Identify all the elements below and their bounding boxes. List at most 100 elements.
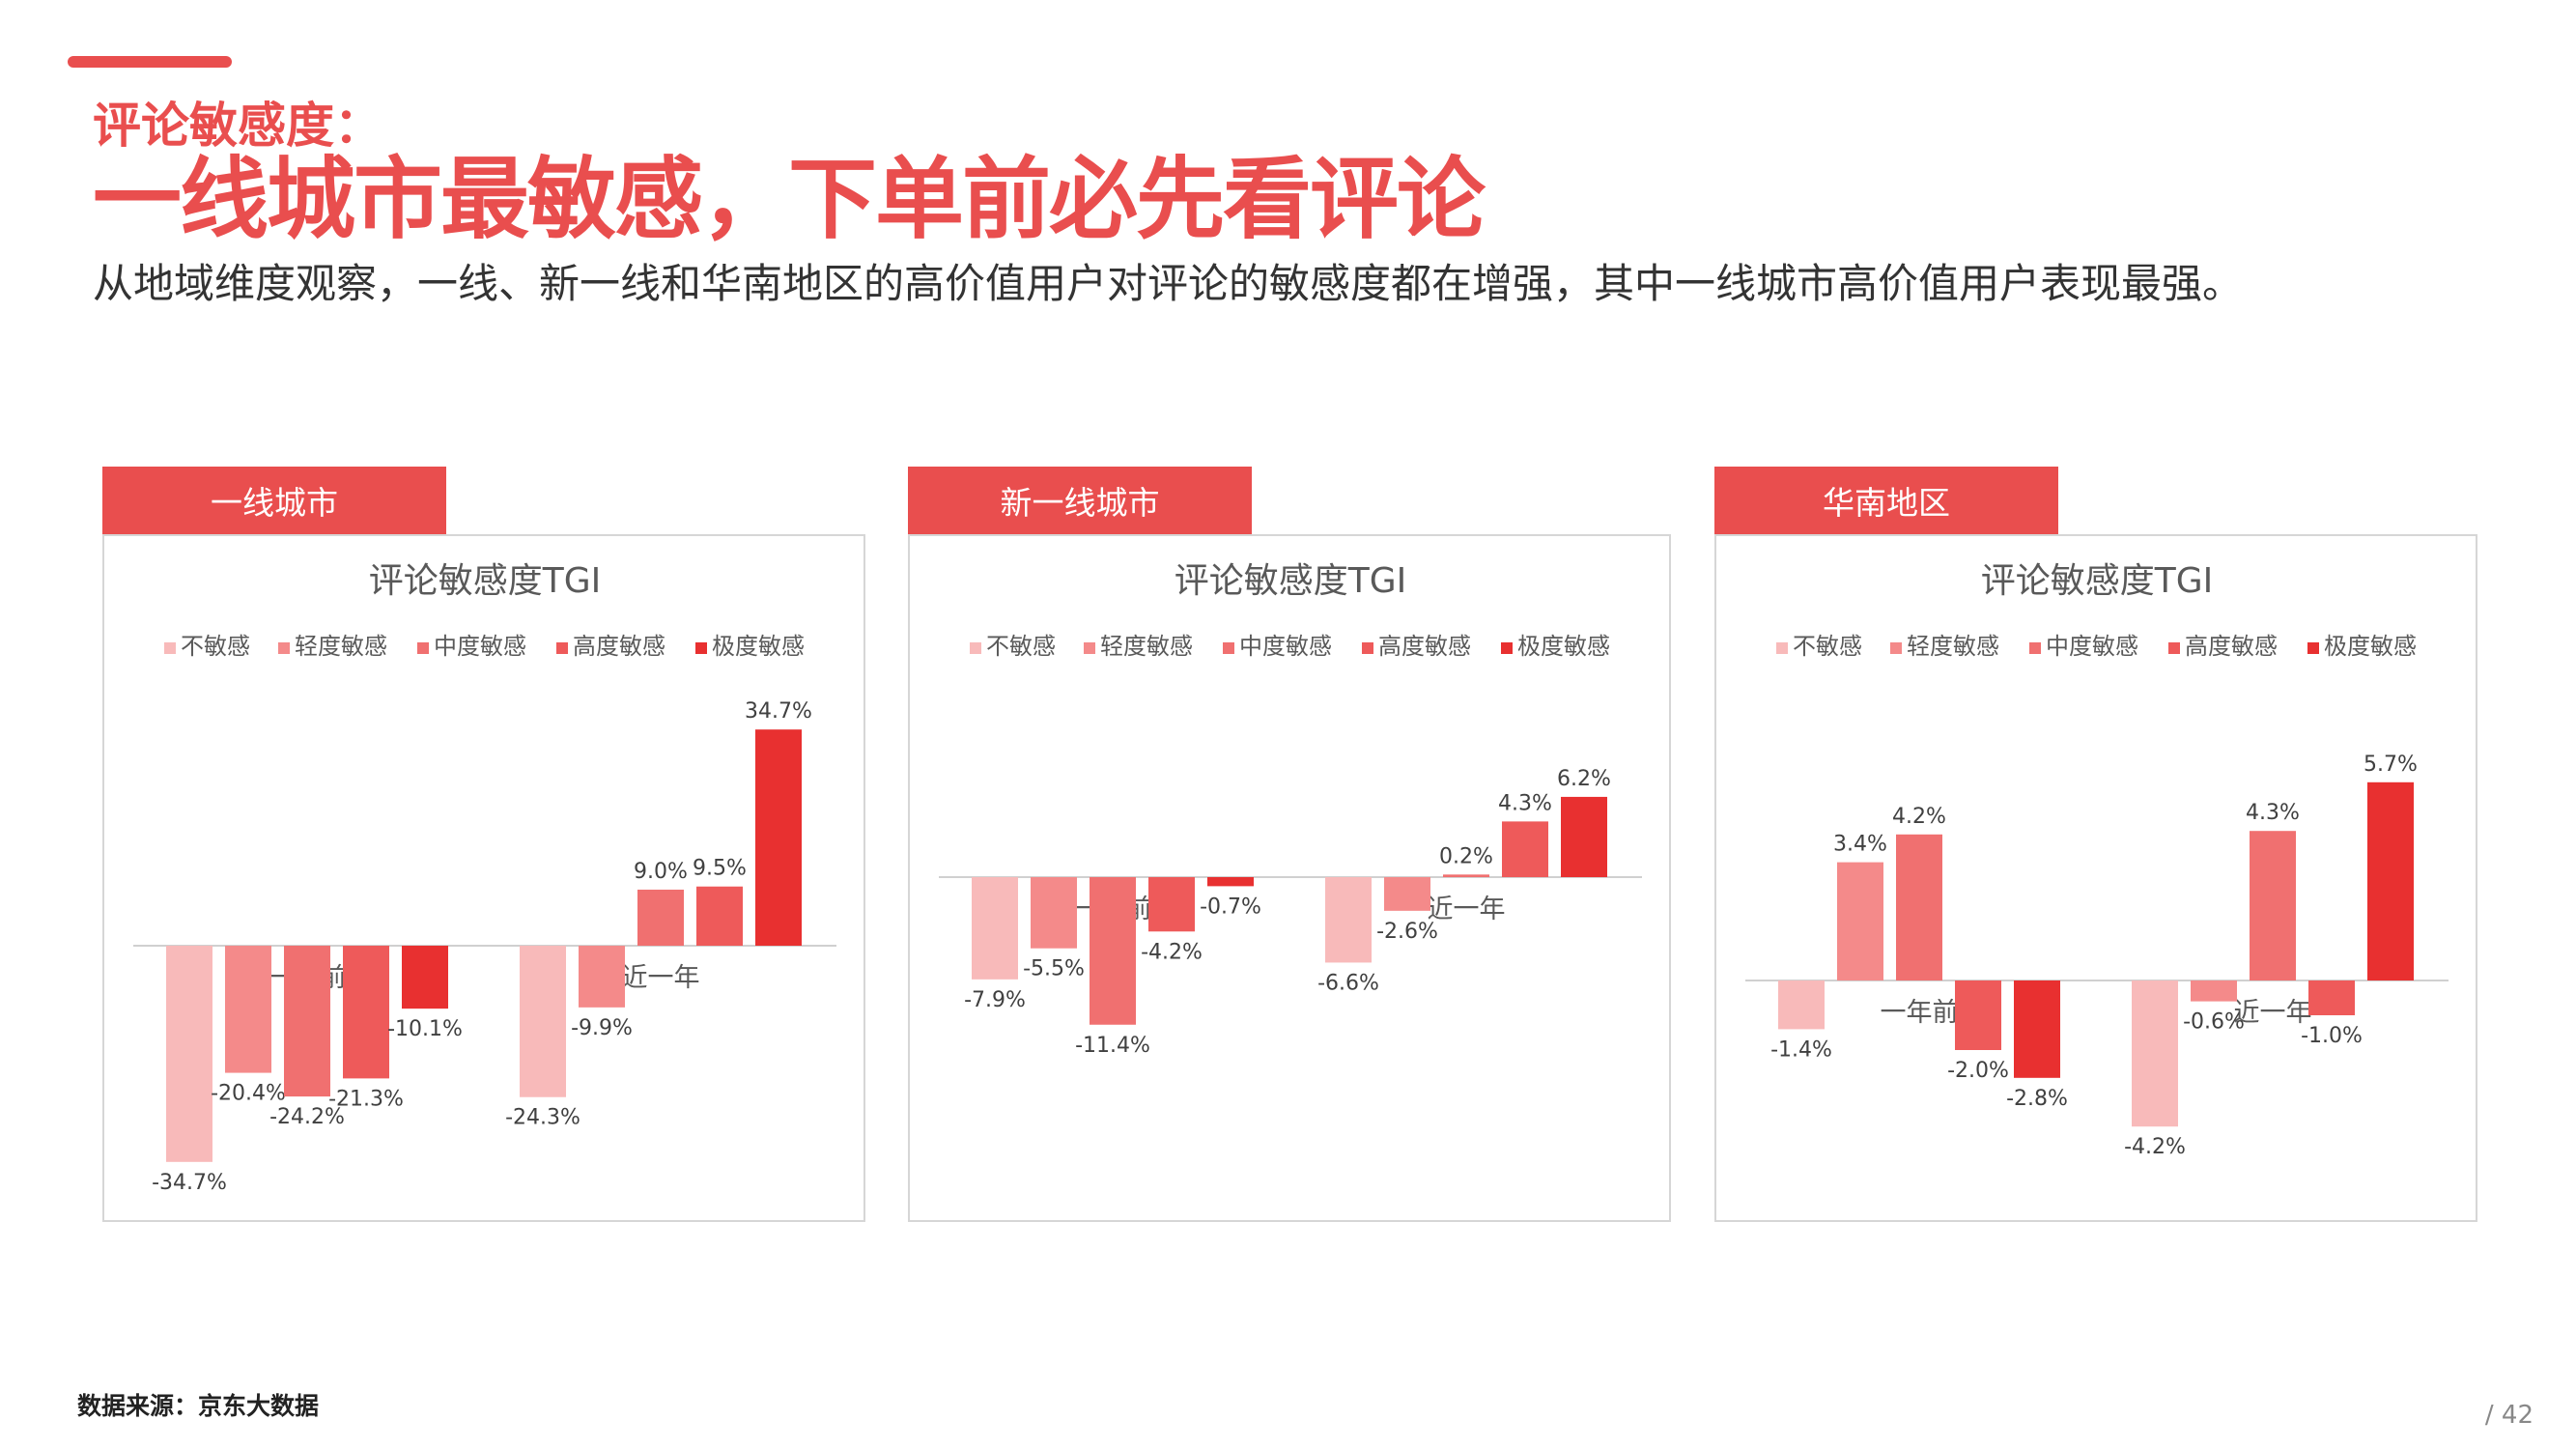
bar: [1031, 877, 1077, 949]
data-label: -9.9%: [571, 1016, 633, 1040]
data-label: -0.7%: [1200, 895, 1261, 919]
data-label: 0.2%: [1439, 844, 1493, 868]
bar: [1090, 877, 1136, 1025]
bar: [2191, 980, 2237, 1002]
bar: [402, 946, 448, 1009]
data-label: -2.6%: [1376, 920, 1438, 944]
legend-label: 轻度敏感: [295, 633, 387, 660]
legend-swatch: [164, 642, 176, 654]
bar: [1502, 821, 1548, 877]
data-label: -24.3%: [505, 1106, 580, 1130]
legend-swatch: [417, 642, 429, 654]
data-label: 9.5%: [693, 857, 747, 881]
data-label: 3.4%: [1833, 833, 1887, 857]
bar: [1384, 877, 1430, 911]
bar: [1325, 877, 1372, 963]
page-title: 一线城市最敏感，下单前必先看评论: [93, 148, 1486, 251]
category-label: 一年前: [1881, 998, 1959, 1028]
bar: [1778, 980, 1825, 1030]
data-label: -0.6%: [2183, 1010, 2245, 1035]
region-tab-south-china: 华南地区: [1714, 467, 2058, 534]
bar: [579, 946, 625, 1008]
data-label: -7.9%: [964, 988, 1026, 1012]
bar: [755, 729, 802, 946]
legend-label: 不敏感: [181, 633, 250, 660]
legend-swatch: [1084, 642, 1095, 654]
chart-panel-new-tier1: 评论敏感度TGI不敏感轻度敏感中度敏感高度敏感极度敏感一年前-7.9%-5.5%…: [908, 534, 1671, 1222]
legend-swatch: [970, 642, 981, 654]
chart-panel-tier1: 评论敏感度TGI不敏感轻度敏感中度敏感高度敏感极度敏感一年前-34.7%-20.…: [102, 534, 865, 1222]
data-label: -20.4%: [211, 1082, 286, 1106]
data-label: -10.1%: [387, 1017, 463, 1041]
legend-swatch: [556, 642, 568, 654]
bar: [2367, 781, 2414, 980]
data-label: -4.2%: [2124, 1135, 2186, 1159]
legend-label: 中度敏感: [1239, 633, 1332, 660]
data-label: 4.2%: [1892, 805, 1946, 829]
legend-label: 高度敏感: [573, 633, 665, 660]
bar: [696, 886, 743, 946]
bar: [2132, 980, 2178, 1127]
legend-label: 轻度敏感: [1100, 633, 1193, 660]
legend-swatch: [1776, 642, 1788, 654]
legend-label: 中度敏感: [434, 633, 526, 660]
bar: [2014, 980, 2060, 1078]
bar: [637, 889, 684, 946]
page-number: / 42: [2484, 1401, 2534, 1430]
data-label: -2.8%: [2006, 1087, 2068, 1111]
legend-label: 中度敏感: [2046, 633, 2138, 660]
data-source-note: 数据来源：京东大数据: [77, 1392, 320, 1420]
bar: [166, 946, 212, 1162]
data-label: -1.0%: [2301, 1024, 2363, 1048]
data-label: 4.3%: [2246, 801, 2300, 825]
data-label: -1.4%: [1770, 1037, 1832, 1062]
legend-swatch: [2307, 642, 2319, 654]
legend-swatch: [695, 642, 707, 654]
bar: [520, 946, 566, 1097]
legend-swatch: [278, 642, 290, 654]
bar: [2308, 980, 2355, 1015]
bar: [284, 946, 330, 1097]
chart-panel-south-china: 评论敏感度TGI 不敏感 轻度敏感 中度敏感 高度敏感 极度敏感 一年前 -1.4% 3.4% 4…: [1714, 534, 2477, 1222]
region-tab-tier1: 一线城市: [102, 467, 446, 534]
legend-swatch: [1890, 642, 1902, 654]
data-label: -5.5%: [1023, 957, 1085, 981]
data-label: -34.7%: [152, 1171, 227, 1195]
bar: [1148, 877, 1195, 932]
data-label: 5.7%: [2364, 753, 2418, 777]
bar: [1207, 877, 1254, 887]
accent-bar: [68, 56, 232, 68]
bar-chart-new-tier1: 评论敏感度TGI不敏感轻度敏感中度敏感高度敏感极度敏感一年前-7.9%-5.5%…: [939, 561, 1642, 1058]
chart-title: 评论敏感度TGI: [1175, 561, 1407, 601]
data-label: -11.4%: [1075, 1034, 1150, 1058]
chart-title: 评论敏感度TGI: [369, 561, 602, 601]
legend-label: 高度敏感: [2185, 633, 2278, 660]
page-subtitle: 从地域维度观察，一线、新一线和华南地区的高价值用户对评论的敏感度都在增强，其中一…: [93, 260, 2244, 307]
data-label: -6.6%: [1317, 971, 1379, 995]
legend-label: 高度敏感: [1378, 633, 1471, 660]
category-label: 近一年: [2234, 998, 2312, 1028]
chart-title: 评论敏感度TGI: [1981, 561, 2214, 601]
region-tab-new-tier1: 新一线城市: [908, 467, 1252, 534]
data-label: -2.0%: [1947, 1059, 2009, 1083]
legend-label: 极度敏感: [712, 633, 805, 660]
data-label: 9.0%: [634, 860, 688, 884]
bar: [2250, 831, 2296, 980]
legend-label: 极度敏感: [2324, 633, 2417, 660]
bar-chart-tier1: 评论敏感度TGI不敏感轻度敏感中度敏感高度敏感极度敏感一年前-34.7%-20.…: [133, 561, 836, 1195]
legend-swatch: [2168, 642, 2180, 654]
category-label: 近一年: [1428, 895, 1506, 924]
category-label: 近一年: [622, 963, 700, 993]
data-label: -24.2%: [269, 1105, 345, 1129]
legend-swatch: [1501, 642, 1513, 654]
bar: [1561, 796, 1607, 877]
page-kicker: 评论敏感度：: [93, 98, 382, 154]
bar: [972, 877, 1018, 980]
legend-swatch: [2029, 642, 2041, 654]
data-label: -4.2%: [1141, 940, 1203, 964]
legend-swatch: [1223, 642, 1234, 654]
data-label: 4.3%: [1498, 791, 1552, 815]
legend-label: 不敏感: [1793, 633, 1862, 660]
bar: [225, 946, 271, 1073]
